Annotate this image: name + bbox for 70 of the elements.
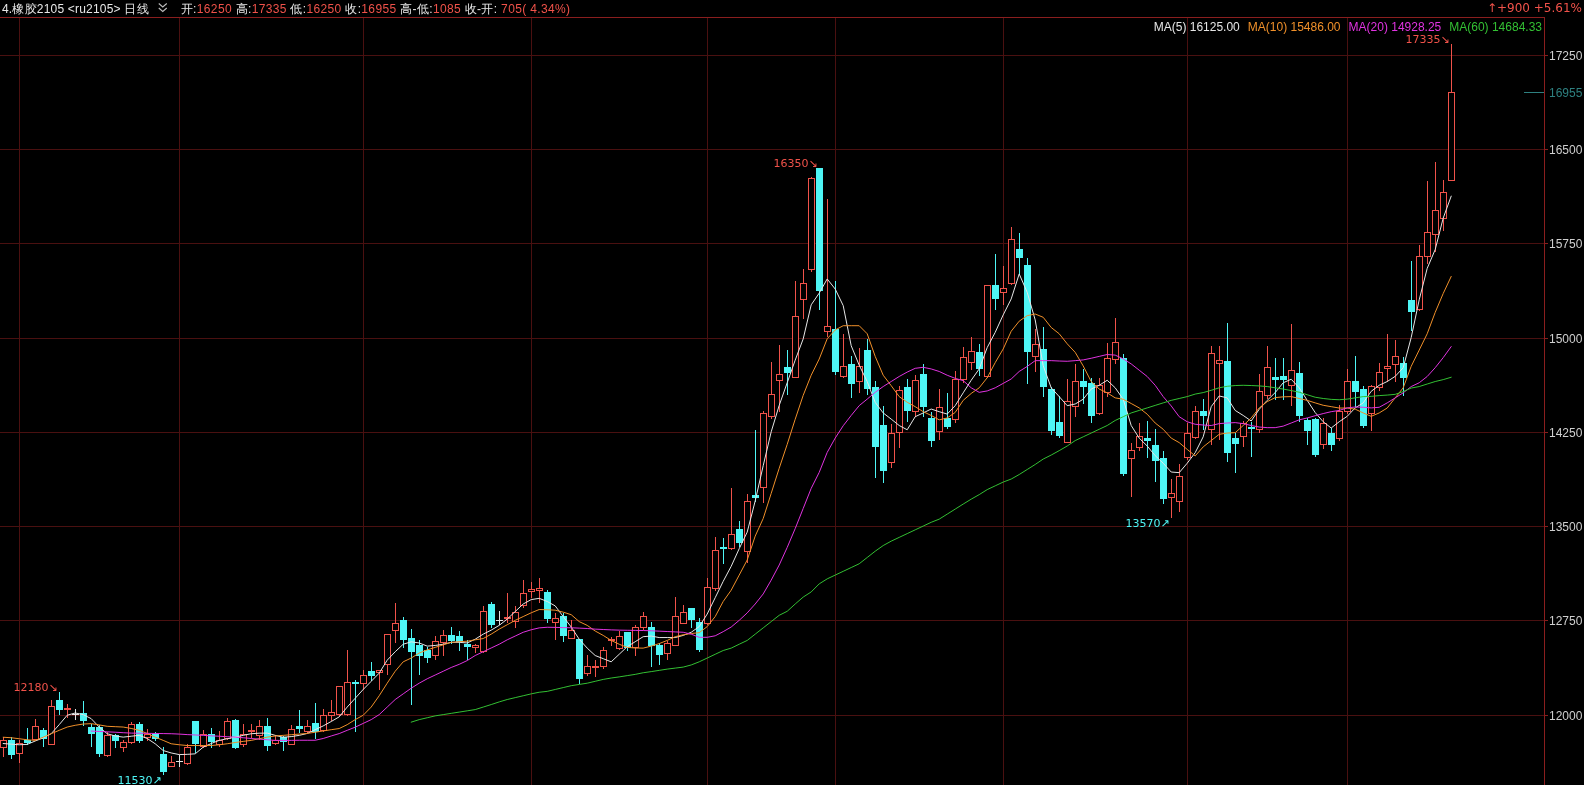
candlestick xyxy=(944,392,951,430)
candlestick xyxy=(1376,362,1383,392)
y-tick-label: 15750 xyxy=(1549,236,1583,251)
candlestick xyxy=(56,691,63,716)
candlestick xyxy=(488,601,495,629)
chart-title: 4.橡胶2105 <ru2105> 日线 xyxy=(2,1,149,16)
candlestick xyxy=(192,720,199,754)
candlestick xyxy=(824,198,831,338)
candlestick xyxy=(928,411,935,448)
candlestick xyxy=(1248,421,1255,458)
candlestick xyxy=(720,537,727,565)
text: MA(5) 16125.00 xyxy=(1153,20,1241,34)
candlestick xyxy=(728,487,735,549)
y-tick-label: 12000 xyxy=(1549,708,1583,723)
candlestick xyxy=(1008,226,1015,284)
candlestick xyxy=(1288,323,1295,407)
annotation: 17335↘ xyxy=(1405,33,1450,47)
candlestick xyxy=(888,423,895,469)
annotation: 13570↗ xyxy=(1125,517,1170,531)
text: 开:16250 高:17335 低:16250 收:16955 高-低:1085 收-开: 705( 4.34%) xyxy=(180,1,571,16)
y-tick-label: 16500 xyxy=(1549,142,1583,157)
candlestick xyxy=(848,355,855,399)
candlestick xyxy=(368,661,375,682)
candlestick xyxy=(304,719,311,732)
y-tick-label: 17250 xyxy=(1549,48,1583,63)
candlestick xyxy=(1448,43,1455,181)
candlestick xyxy=(656,642,663,666)
candlestick xyxy=(784,349,791,396)
y-tick-label: 13500 xyxy=(1549,519,1583,534)
candlestick xyxy=(1032,328,1039,373)
ref-line-label: 16955 xyxy=(1549,85,1583,100)
candlestick xyxy=(808,178,815,273)
line-series xyxy=(410,376,1452,723)
y-tick-label: 14250 xyxy=(1549,425,1583,440)
candlestick xyxy=(16,739,23,764)
candlestick xyxy=(1384,333,1391,383)
y-tick-label: 12750 xyxy=(1549,613,1583,628)
candlestick xyxy=(776,344,783,413)
candlestick xyxy=(992,253,999,311)
y-tick-label: 15000 xyxy=(1549,331,1583,346)
candlestick xyxy=(1200,398,1207,431)
candlestick xyxy=(8,736,15,760)
candlestick xyxy=(1144,420,1151,459)
annotation: 16350↘ xyxy=(773,156,818,170)
text: MA(20) 14928.25 xyxy=(1348,20,1442,34)
candlestick xyxy=(552,612,559,641)
candlestick xyxy=(896,385,903,449)
candlestick xyxy=(1328,427,1335,452)
text: MA(10) 15486.00 xyxy=(1247,20,1341,34)
candlestick xyxy=(352,679,359,733)
annotation: 12180↘ xyxy=(13,680,58,694)
candlestick xyxy=(688,607,695,629)
candlestick xyxy=(160,746,167,776)
candlestick xyxy=(936,388,943,441)
candlestick xyxy=(1128,442,1135,498)
candlestick xyxy=(800,268,807,320)
candlestick xyxy=(1408,260,1415,332)
text: MA(60) 14684.33 xyxy=(1449,20,1543,34)
candlestick xyxy=(296,709,303,734)
text: ↑+900 +5.61% xyxy=(1486,1,1582,15)
candlestick xyxy=(48,699,55,745)
candlestick xyxy=(1016,232,1023,276)
candlestick xyxy=(736,520,743,548)
candlestick xyxy=(392,602,399,644)
candlestick xyxy=(792,280,799,378)
candlestick xyxy=(168,755,175,767)
candlestick xyxy=(1000,265,1007,306)
annotation: 11530↗ xyxy=(117,773,162,785)
candlestick xyxy=(904,378,911,423)
candlestick xyxy=(384,634,391,676)
